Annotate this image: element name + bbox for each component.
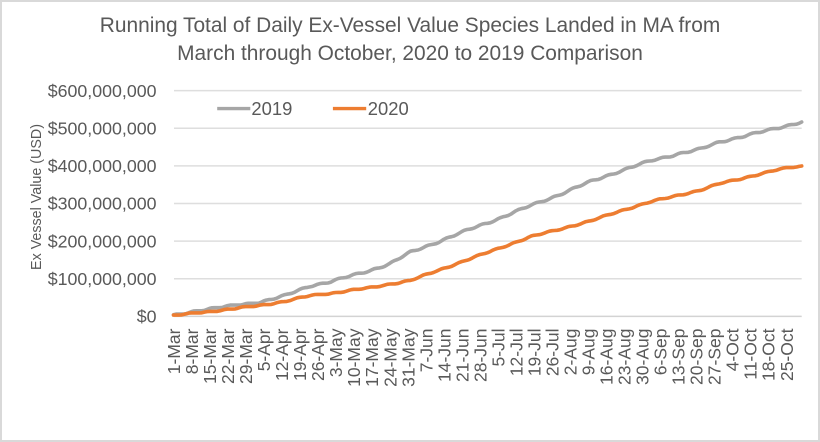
svg-text:$600,000,000: $600,000,000	[48, 81, 157, 101]
svg-text:16-Aug: 16-Aug	[597, 329, 617, 385]
svg-text:15-Mar: 15-Mar	[200, 328, 220, 384]
svg-text:20-Sep: 20-Sep	[687, 329, 707, 385]
svg-text:27-Sep: 27-Sep	[705, 329, 725, 385]
svg-text:2019: 2019	[251, 98, 292, 119]
svg-text:Ex Vessel Value (USD): Ex Vessel Value (USD)	[29, 124, 45, 270]
svg-text:5-Apr: 5-Apr	[254, 328, 274, 371]
svg-text:6-Sep: 6-Sep	[651, 329, 671, 376]
svg-text:8-Mar: 8-Mar	[182, 328, 202, 374]
svg-text:13-Sep: 13-Sep	[669, 329, 689, 385]
svg-text:14-Jun: 14-Jun	[434, 329, 454, 383]
svg-text:$100,000,000: $100,000,000	[48, 269, 157, 289]
svg-text:12-Jul: 12-Jul	[506, 329, 526, 377]
svg-text:24-May: 24-May	[380, 328, 400, 387]
svg-text:4-Oct: 4-Oct	[723, 328, 743, 371]
svg-text:3-May: 3-May	[326, 328, 346, 377]
svg-text:7-Jun: 7-Jun	[416, 329, 436, 373]
svg-text:26-Jul: 26-Jul	[543, 329, 563, 377]
svg-text:2-Aug: 2-Aug	[561, 329, 581, 376]
svg-text:10-May: 10-May	[344, 328, 364, 387]
svg-text:$0: $0	[137, 307, 157, 327]
svg-text:25-Oct: 25-Oct	[777, 328, 797, 381]
svg-text:30-Aug: 30-Aug	[633, 329, 653, 385]
svg-text:17-May: 17-May	[362, 328, 382, 387]
svg-text:9-Aug: 9-Aug	[579, 329, 599, 376]
svg-text:31-May: 31-May	[398, 328, 418, 387]
svg-text:28-Jun: 28-Jun	[470, 329, 490, 383]
svg-text:19-Jul: 19-Jul	[524, 329, 544, 377]
svg-text:11-Oct: 11-Oct	[741, 328, 761, 379]
svg-text:1-Mar: 1-Mar	[164, 328, 184, 374]
svg-text:26-Apr: 26-Apr	[308, 328, 328, 381]
svg-text:2020: 2020	[368, 98, 409, 119]
svg-text:5-Jul: 5-Jul	[488, 329, 508, 367]
svg-text:22-Mar: 22-Mar	[218, 328, 238, 384]
svg-text:$300,000,000: $300,000,000	[48, 194, 157, 214]
svg-text:$200,000,000: $200,000,000	[48, 231, 157, 251]
svg-text:$500,000,000: $500,000,000	[48, 118, 157, 138]
svg-text:23-Aug: 23-Aug	[615, 329, 635, 385]
svg-text:19-Apr: 19-Apr	[290, 328, 310, 381]
svg-text:18-Oct: 18-Oct	[759, 328, 779, 381]
svg-text:29-Mar: 29-Mar	[236, 328, 256, 384]
svg-text:21-Jun: 21-Jun	[452, 329, 472, 383]
svg-text:$400,000,000: $400,000,000	[48, 156, 157, 176]
svg-text:12-Apr: 12-Apr	[272, 328, 292, 381]
